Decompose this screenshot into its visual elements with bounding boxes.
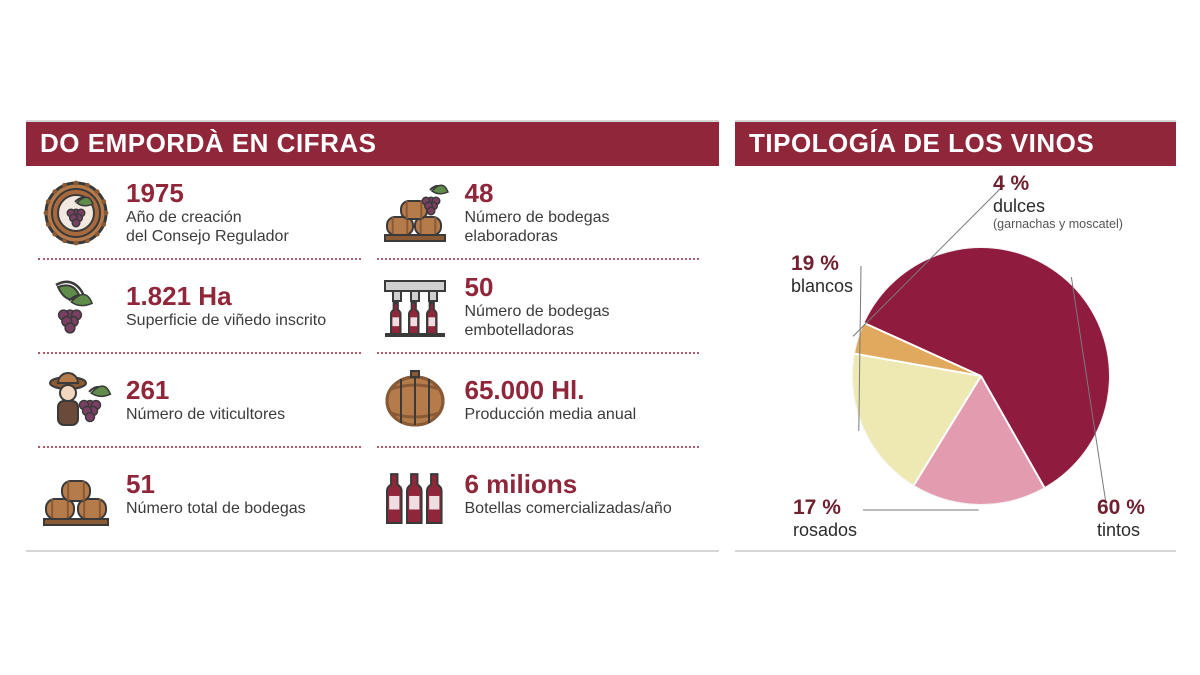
stat-text: 50Número de bodegas embotelladoras <box>465 274 706 340</box>
pie-chart: 4 %dulces(garnachas y moscatel) 60 %tinto… <box>735 166 1176 548</box>
pie <box>853 248 1109 504</box>
bottles-row-icon <box>379 459 451 531</box>
stat-label: Número total de bodegas <box>126 500 306 518</box>
stat-text: 6 milions Botellas comercializadas/año <box>465 471 672 519</box>
stat-text: 51 Número total de bodegas <box>126 471 306 519</box>
stat-text: 48Número de bodegas elaboradoras <box>465 180 706 246</box>
stat-label: Número de bodegas embotelladoras <box>465 303 706 340</box>
pie-panel: TIPOLOGÍA DE LOS VINOS 4 %dulces(garnach… <box>735 120 1176 552</box>
barrel-stack-icon <box>40 459 112 531</box>
stat-label: Número de bodegas elaboradoras <box>465 209 706 246</box>
stat-value: 50 <box>465 274 706 301</box>
vine-grapes-icon <box>40 271 112 343</box>
stat-item: 1.821 Ha Superficie de viñedo inscrito <box>34 260 373 354</box>
stat-item: 48Número de bodegas elaboradoras <box>373 166 712 260</box>
pie-panel-title: TIPOLOGÍA DE LOS VINOS <box>735 122 1176 166</box>
stat-value: 48 <box>465 180 706 207</box>
stat-item: 6 milions Botellas comercializadas/año <box>373 448 712 542</box>
stat-label: Producción media anual <box>465 406 637 424</box>
stat-value: 1975 <box>126 180 289 207</box>
stats-grid: 1975Año de creacióndel Consejo Regulador… <box>26 166 719 542</box>
bottling-line-icon <box>379 271 451 343</box>
stat-text: 261 Número de viticultores <box>126 377 285 425</box>
winegrower-icon <box>40 365 112 437</box>
pie-label-rosados: 17 %rosados <box>793 496 857 541</box>
stat-item: 51 Número total de bodegas <box>34 448 373 542</box>
pie-label-tintos: 60 %tintos <box>1097 496 1145 541</box>
seal-grapes-icon <box>40 177 112 249</box>
stat-item: 261 Número de viticultores <box>34 354 373 448</box>
stats-panel: DO EMPORDÀ EN CIFRAS 1975Año de creación… <box>26 120 719 552</box>
big-barrel-icon <box>379 365 451 437</box>
stat-value: 65.000 Hl. <box>465 377 637 404</box>
stat-text: 1.821 Ha Superficie de viñedo inscrito <box>126 283 326 331</box>
stat-value: 261 <box>126 377 285 404</box>
stat-label: Superficie de viñedo inscrito <box>126 312 326 330</box>
barrels-grapes-icon <box>379 177 451 249</box>
stat-item: 1975Año de creacióndel Consejo Regulador <box>34 166 373 260</box>
stat-label: Botellas comercializadas/año <box>465 500 672 518</box>
stat-value: 1.821 Ha <box>126 283 326 310</box>
stat-value: 51 <box>126 471 306 498</box>
pie-label-blancos: 19 %blancos <box>791 252 853 297</box>
stat-label: Número de viticultores <box>126 406 285 424</box>
stat-item: 50Número de bodegas embotelladoras <box>373 260 712 354</box>
stat-label: Año de creacióndel Consejo Regulador <box>126 209 289 246</box>
stat-item: 65.000 Hl. Producción media anual <box>373 354 712 448</box>
stat-value: 6 milions <box>465 471 672 498</box>
stats-panel-title: DO EMPORDÀ EN CIFRAS <box>26 122 719 166</box>
pie-label-dulces: 4 %dulces(garnachas y moscatel) <box>993 172 1123 231</box>
stat-text: 65.000 Hl. Producción media anual <box>465 377 637 425</box>
stat-text: 1975Año de creacióndel Consejo Regulador <box>126 180 289 246</box>
